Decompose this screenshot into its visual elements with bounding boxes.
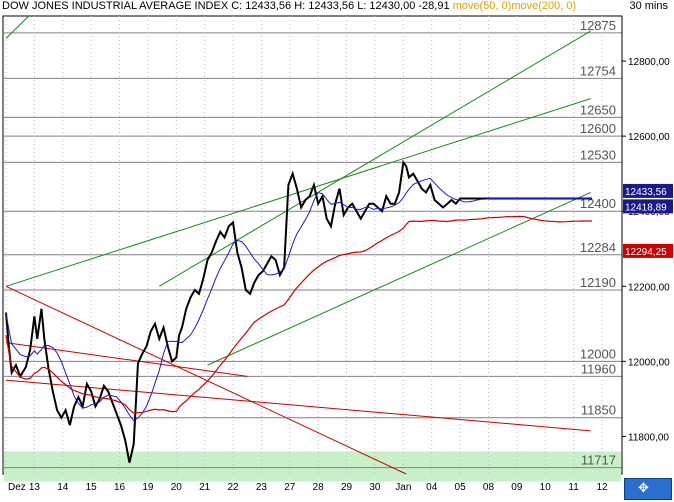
chart-header: DOW JONES INDUSTRIAL AVERAGE INDEX C: 12… [2,0,576,12]
level-label: 11717 [581,453,616,468]
level-label: 12650 [580,102,616,117]
y-tick-label: 12000,00 [628,357,670,368]
x-tick-label: 22 [227,482,239,493]
x-tick-label: Jan [395,482,411,493]
level-label: 12400 [580,196,616,211]
x-tick-label: 21 [199,482,211,493]
level-label: 12600 [580,121,616,136]
channel-lower-line [207,191,591,366]
level-label: 11850 [581,403,616,418]
y-tick-label: 12800,00 [628,57,670,68]
level-label: 12875 [580,18,616,33]
y-tick-label: 12600,00 [628,132,670,143]
y-tick-label: 12200,00 [628,282,670,293]
ma50-badge-bg [623,199,673,214]
level-label: 12284 [580,240,616,255]
ma200-line [5,215,593,414]
x-tick-label: 12 [596,482,608,493]
x-tick-label: 13 [29,482,41,493]
chart-tool-button[interactable]: ✥ [624,478,672,500]
ma200-badge: 12294,25 [625,247,667,258]
downtrend-line [5,285,407,475]
x-tick-label: 10 [540,482,552,493]
ma50-label[interactable]: move(50, 0) [452,0,512,12]
x-tick-label: 30 [369,482,381,493]
ma50-badge: 12418,89 [625,202,667,213]
channel-top-left-line [5,15,30,39]
x-tick-label: 15 [86,482,98,493]
x-tick-label: 28 [313,482,325,493]
x-tick-label: 14 [57,482,69,493]
level-label: 12190 [580,275,616,290]
x-tick-label: 04 [426,482,438,493]
y-tick-label: 11800,00 [628,432,669,443]
last-price-badge-bg [623,183,673,198]
x-tick-label: 20 [171,482,183,493]
quote-text: C: 12433,56 H: 12433,56 L: 12430,00 -28,… [231,0,450,12]
x-tick-label: Dez [8,482,26,493]
x-tick-label: 19 [142,482,154,493]
support-zone [4,451,621,482]
x-tick-label: 16 [114,482,126,493]
x-tick-label: 27 [284,482,296,493]
level-label: 12754 [580,63,616,78]
interval-label[interactable]: 30 mins [629,0,668,12]
level-label: 12000 [580,346,616,361]
last-price-badge: 12433,56 [625,187,667,198]
channel-upper-line [159,30,591,287]
index-name: DOW JONES INDUSTRIAL AVERAGE INDEX [2,0,229,12]
x-tick-label: 05 [455,482,467,493]
level-label: 11960 [581,361,616,376]
x-tick-label: 08 [483,482,495,493]
x-tick-label: 23 [256,482,268,493]
x-tick-label: 29 [341,482,353,493]
crosshair-icon: ✥ [638,481,649,496]
ma200-label[interactable]: move(200, 0) [511,0,577,12]
level-label: 12530 [580,147,616,162]
x-tick-label: 09 [511,482,523,493]
ma50-line [5,177,593,422]
ma200-badge-bg [623,243,673,258]
x-tick-label: 11 [568,482,579,493]
